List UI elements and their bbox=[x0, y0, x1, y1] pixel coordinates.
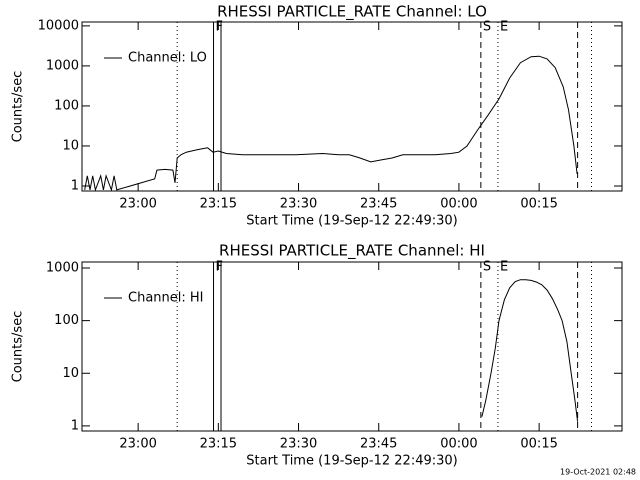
y-tick-label: 100 bbox=[54, 98, 79, 113]
plot-frame bbox=[81, 21, 623, 192]
x-tick-label: 00:15 bbox=[520, 197, 557, 212]
y-axis-label: Counts/sec bbox=[11, 311, 26, 383]
marker-label: E bbox=[500, 20, 508, 35]
marker-label: S bbox=[483, 20, 491, 35]
x-axis-label: Start Time (19-Sep-12 22:49:30) bbox=[246, 214, 457, 229]
x-axis-label: Start Time (19-Sep-12 22:49:30) bbox=[246, 454, 457, 469]
footer-timestamp: 19-Oct-2021 02:48 bbox=[560, 468, 636, 477]
y-axis-label: Counts/sec bbox=[11, 71, 26, 143]
y-tick-label: 10 bbox=[62, 366, 79, 381]
x-tick-label: 23:30 bbox=[280, 437, 317, 452]
data-line bbox=[84, 55, 578, 192]
chart-title: RHESSI PARTICLE_RATE Channel: HI bbox=[219, 242, 485, 261]
marker-label: E bbox=[500, 260, 508, 275]
y-tick-label: 1 bbox=[71, 178, 79, 193]
legend-label: Channel: HI bbox=[128, 291, 204, 306]
x-tick-label: 23:15 bbox=[200, 437, 237, 452]
plot-frame bbox=[81, 261, 623, 432]
x-tick-label: 23:30 bbox=[280, 197, 317, 212]
x-tick-label: 23:15 bbox=[200, 197, 237, 212]
y-tick-label: 10 bbox=[62, 138, 79, 153]
legend-label: Channel: LO bbox=[128, 51, 207, 66]
marker-label: S bbox=[483, 260, 491, 275]
x-tick-label: 23:00 bbox=[119, 197, 156, 212]
x-tick-label: 23:45 bbox=[360, 197, 397, 212]
marker-label: F bbox=[216, 20, 223, 35]
data-line bbox=[481, 279, 579, 422]
x-tick-label: 23:00 bbox=[119, 437, 156, 452]
y-tick-label: 1000 bbox=[46, 58, 79, 73]
x-tick-label: 23:45 bbox=[360, 437, 397, 452]
y-tick-label: 1000 bbox=[46, 260, 79, 275]
marker-label: F bbox=[216, 260, 223, 275]
y-tick-label: 1 bbox=[71, 418, 79, 433]
y-tick-label: 100 bbox=[54, 313, 79, 328]
x-tick-label: 00:00 bbox=[440, 197, 477, 212]
chart-title: RHESSI PARTICLE_RATE Channel: LO bbox=[217, 3, 487, 22]
x-tick-label: 00:00 bbox=[440, 437, 477, 452]
x-tick-label: 00:15 bbox=[520, 437, 557, 452]
y-tick-label: 10000 bbox=[38, 18, 79, 33]
